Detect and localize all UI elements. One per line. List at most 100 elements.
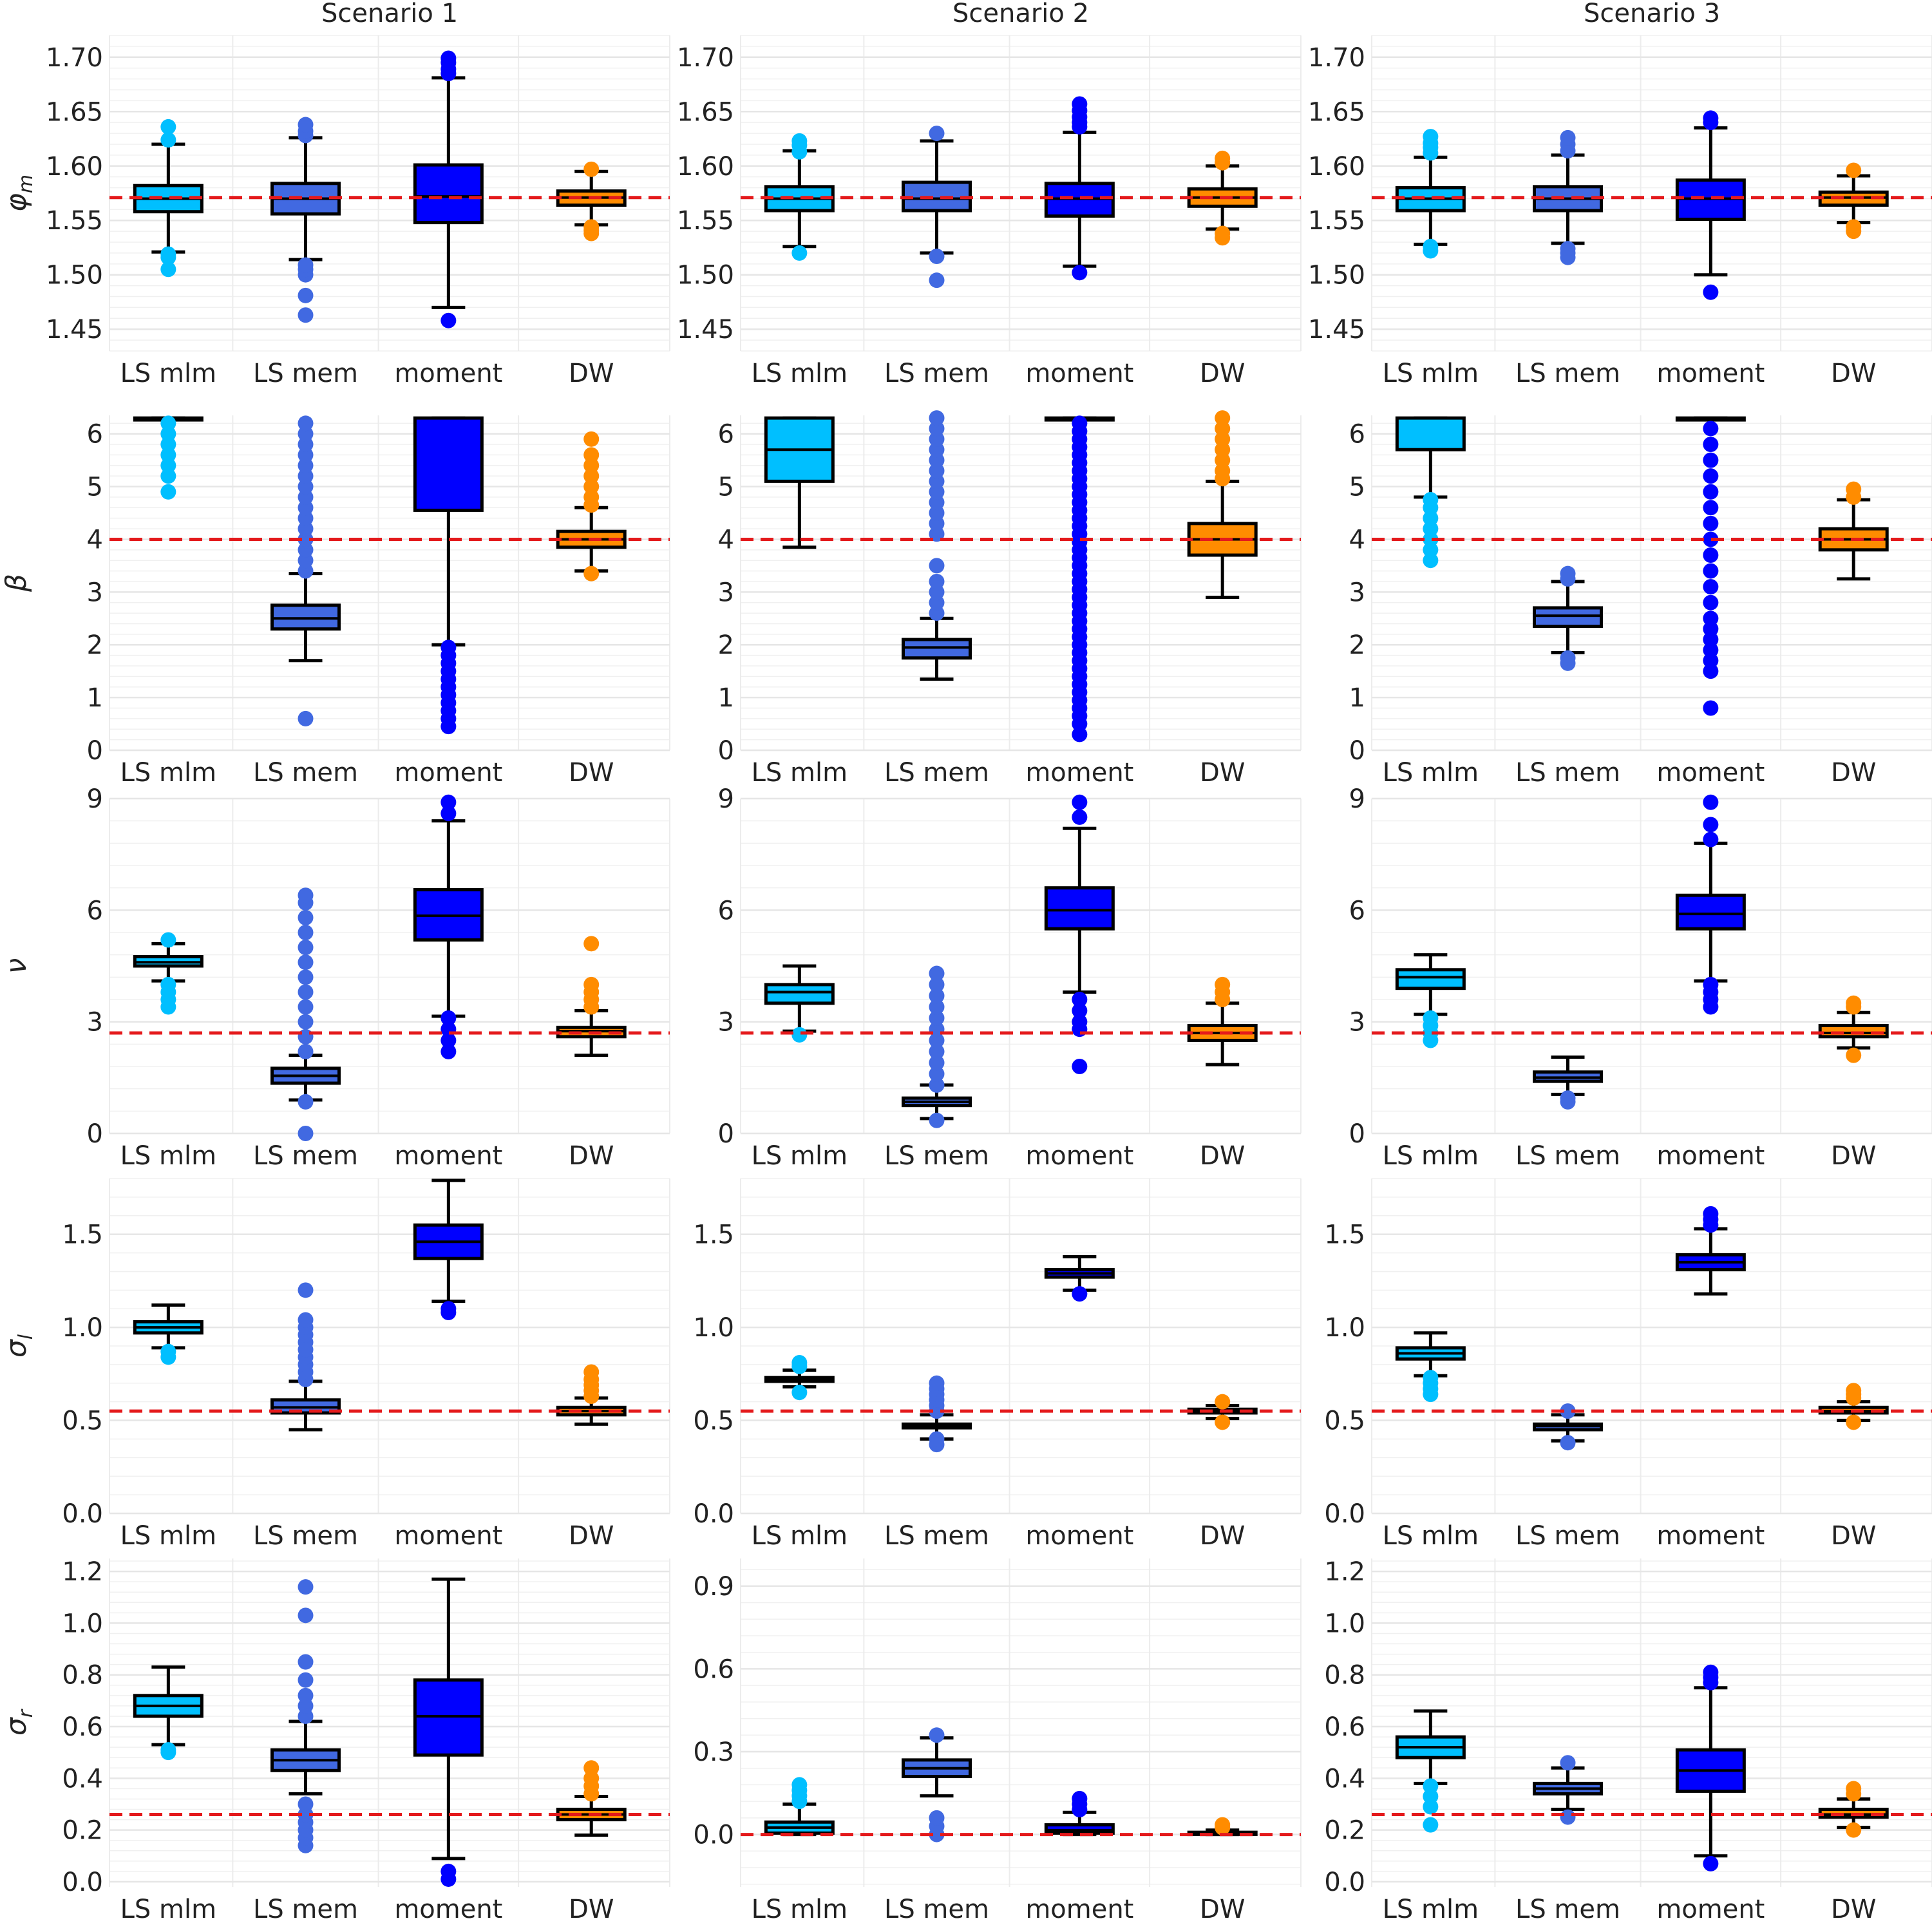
box-ls-mem xyxy=(270,117,341,323)
x-tick-label: DW xyxy=(1831,1895,1876,1924)
outlier-point xyxy=(1703,594,1719,611)
outlier-point xyxy=(160,118,176,135)
outlier-point xyxy=(1423,492,1439,508)
outlier-point xyxy=(1072,415,1088,431)
outlier-point xyxy=(160,976,176,992)
outlier-point xyxy=(1703,563,1719,579)
outlier-point xyxy=(1703,611,1719,627)
box-moment xyxy=(1044,794,1115,1074)
x-tick-label: DW xyxy=(1200,1521,1245,1551)
panel-sigma_l-col3: 0.0 0.5 1.0 1.5 LS mlm LS mem moment DW xyxy=(1324,1178,1932,1551)
outlier-point xyxy=(1703,468,1719,484)
outlier-point xyxy=(791,1027,808,1043)
y-tick-label: 1.2 xyxy=(62,1557,103,1587)
x-tick-label: LS mem xyxy=(1515,1521,1620,1551)
outlier-point xyxy=(1703,110,1719,126)
box-dw xyxy=(1818,481,1889,581)
box-ls-mlm xyxy=(133,1303,204,1365)
box-ls-mem xyxy=(1533,565,1603,671)
y-tick-label: 0.8 xyxy=(1324,1661,1365,1690)
box-moment xyxy=(1675,794,1746,1015)
box-dw xyxy=(1187,410,1258,600)
outlier-point xyxy=(298,1654,314,1670)
outlier-point xyxy=(1072,992,1088,1007)
box-ls-mem xyxy=(1533,1755,1603,1825)
outlier-point xyxy=(929,1043,945,1059)
outlier-point xyxy=(1215,150,1231,166)
x-tick-label: DW xyxy=(569,1521,614,1551)
outlier-point xyxy=(160,932,176,948)
box-ls-mem xyxy=(902,1727,972,1842)
y-tick-label: 3 xyxy=(87,1008,103,1037)
y-tick-label: 4 xyxy=(87,525,103,554)
box-iqr xyxy=(1395,416,1466,451)
outlier-point xyxy=(1846,1822,1862,1838)
x-tick-label: moment xyxy=(394,359,502,388)
box-iqr xyxy=(413,416,484,512)
y-tick-label: 1 xyxy=(718,683,734,713)
outlier-point xyxy=(160,484,176,500)
y-tick-label: 0 xyxy=(1349,1119,1365,1149)
x-tick-label: moment xyxy=(394,1895,502,1924)
outlier-point xyxy=(929,126,945,142)
box-ls-mem xyxy=(902,410,972,681)
box-moment xyxy=(413,416,484,735)
outlier-point xyxy=(929,1066,945,1082)
x-tick-label: LS mlm xyxy=(120,1141,216,1171)
box-ls-mlm xyxy=(1395,953,1466,1048)
x-tick-label: LS mem xyxy=(1515,359,1620,388)
panel-sigma_r-col1: 0.0 0.2 0.4 0.6 0.8 1.0 1.2 σr LS mlm LS mem momen… xyxy=(0,1557,670,1924)
outlier-point xyxy=(298,999,314,1015)
outlier-point xyxy=(1560,1403,1576,1419)
y-tick-label: 4 xyxy=(1349,525,1365,554)
box-moment xyxy=(1675,1664,1746,1871)
y-tick-label: 0.0 xyxy=(1324,1868,1365,1897)
box-moment xyxy=(413,1577,484,1887)
y-axis-label: β xyxy=(0,574,33,592)
outlier-point xyxy=(298,1687,314,1703)
outlier-point xyxy=(1703,284,1719,300)
outlier-point xyxy=(929,1077,945,1093)
y-tick-label: 1.5 xyxy=(1324,1220,1365,1250)
y-tick-label: 0.0 xyxy=(62,1499,103,1529)
box-iqr xyxy=(764,983,835,1005)
y-tick-label: 0.0 xyxy=(62,1868,103,1897)
outlier-point xyxy=(1560,1090,1576,1106)
outlier-point xyxy=(1423,129,1439,145)
x-tick-label: moment xyxy=(394,758,502,788)
y-tick-label: 9 xyxy=(87,784,103,814)
y-tick-label: 1.50 xyxy=(677,261,734,290)
y-tick-label: 6 xyxy=(718,420,734,450)
y-tick-label: 1.50 xyxy=(1308,261,1365,290)
y-tick-label: 0.8 xyxy=(62,1661,103,1690)
x-tick-label: DW xyxy=(1200,1895,1245,1924)
outlier-point xyxy=(298,1672,314,1688)
box-dw xyxy=(1818,162,1889,240)
box-dw xyxy=(1187,976,1258,1066)
panel-beta-col1: 0 1 2 3 4 5 6 β LS mlm LS mem moment DW xyxy=(0,415,670,788)
outlier-point xyxy=(1072,1003,1088,1019)
outlier-point xyxy=(1846,481,1862,497)
outlier-point xyxy=(1703,1664,1719,1680)
box-iqr xyxy=(902,638,972,660)
x-tick-label: moment xyxy=(1656,1521,1765,1551)
outlier-point xyxy=(440,806,457,822)
outlier-point xyxy=(298,925,314,940)
x-tick-label: LS mlm xyxy=(752,1521,848,1551)
box-moment xyxy=(413,1179,484,1320)
outlier-point xyxy=(440,1010,457,1026)
box-ls-mlm xyxy=(133,1665,204,1761)
outlier-point xyxy=(440,1863,457,1879)
y-tick-label: 1.5 xyxy=(62,1220,103,1250)
column-title-1: Scenario 1 xyxy=(321,0,458,28)
outlier-point xyxy=(929,249,945,264)
box-dw xyxy=(1818,1383,1889,1430)
outlier-point xyxy=(929,573,945,589)
outlier-point xyxy=(440,50,457,66)
x-tick-label: DW xyxy=(569,1895,614,1924)
x-tick-label: LS mlm xyxy=(1383,359,1479,388)
y-tick-label: 0.4 xyxy=(1324,1764,1365,1794)
box-ls-mlm xyxy=(764,1777,835,1837)
y-tick-label: 0.5 xyxy=(693,1406,734,1436)
